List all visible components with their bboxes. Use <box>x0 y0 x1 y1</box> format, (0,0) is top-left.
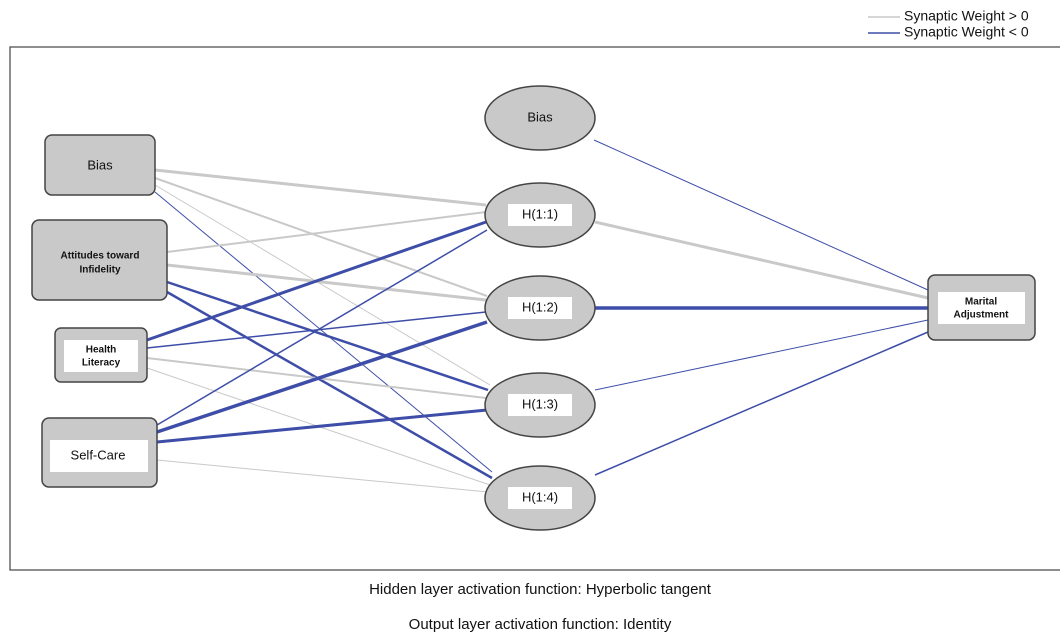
node-label: Bias <box>87 157 113 172</box>
footer-note: Hidden layer activation function: Hyperb… <box>369 581 712 598</box>
output-node: Marital Adjustment <box>927 274 1036 341</box>
edges-hidden-output <box>593 139 929 476</box>
edge <box>166 290 493 480</box>
label-backdrop <box>64 340 138 372</box>
hidden-node: H(1:4) <box>484 465 596 531</box>
node-label: H(1:3) <box>522 396 558 411</box>
edge <box>154 177 488 297</box>
edge <box>166 263 487 302</box>
legend-label: Synaptic Weight > 0 <box>904 8 1029 24</box>
input-node: Self-Care <box>41 417 158 488</box>
label-backdrop <box>50 440 148 472</box>
node-label: Bias <box>527 109 553 124</box>
label-backdrop <box>508 204 572 226</box>
legend-label: Synaptic Weight < 0 <box>904 24 1029 40</box>
edge <box>166 211 487 253</box>
edges-input-hidden <box>146 168 493 493</box>
node-label: H(1:2) <box>522 299 558 314</box>
edge <box>594 319 929 391</box>
node-label: H(1:4) <box>522 489 558 504</box>
edge <box>156 229 488 426</box>
hidden-node: Bias <box>484 85 596 151</box>
edge <box>156 408 488 444</box>
footer-note: Output layer activation function: Identi… <box>409 616 672 633</box>
input-node: Bias <box>44 134 156 196</box>
label-backdrop <box>938 292 1025 324</box>
label-backdrop <box>508 487 572 509</box>
node-label: Health <box>86 345 117 356</box>
node-label: H(1:1) <box>522 206 558 221</box>
label-backdrop <box>508 394 572 416</box>
node-label: Infidelity <box>79 265 121 276</box>
node-label: Adjustment <box>954 310 1010 321</box>
hidden-node: H(1:2) <box>484 275 596 341</box>
node-box <box>44 134 156 196</box>
edge <box>154 184 491 386</box>
label-backdrop <box>508 297 572 319</box>
edge <box>154 191 493 473</box>
input-node: Health Literacy <box>54 327 148 383</box>
edge <box>166 280 489 392</box>
edge <box>593 139 929 291</box>
hidden-node: H(1:3) <box>484 372 596 438</box>
hidden-node: H(1:1) <box>484 182 596 248</box>
node-label: Marital <box>965 297 997 308</box>
edge <box>594 220 929 300</box>
input-node: Attitudes toward Infidelity <box>31 219 168 301</box>
edge <box>156 320 488 434</box>
node-label: Attitudes toward <box>61 251 140 262</box>
node-label: Self-Care <box>71 447 126 462</box>
edge <box>154 168 487 207</box>
edge <box>146 220 487 342</box>
node-box <box>31 219 168 301</box>
node-label: Literacy <box>82 358 121 369</box>
edge <box>156 459 489 493</box>
node-ellipse <box>484 85 596 151</box>
edge <box>594 331 929 476</box>
